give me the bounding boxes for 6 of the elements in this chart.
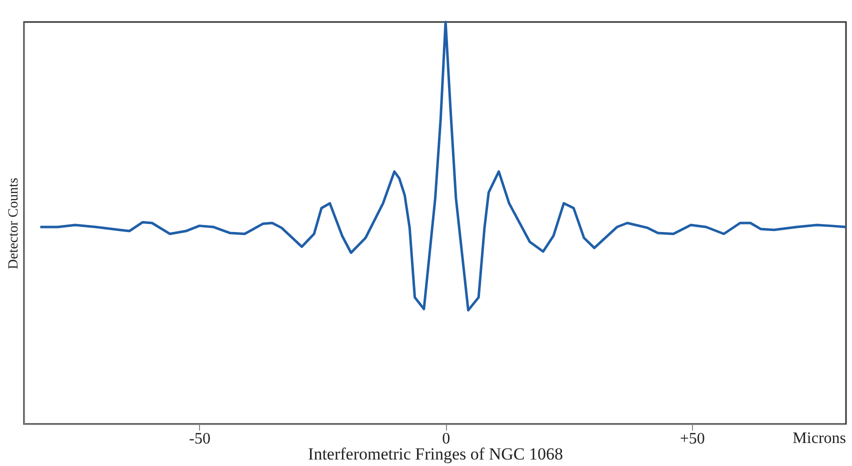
x-tick-label: -50	[189, 430, 210, 448]
y-axis-title: Detector Counts	[6, 178, 22, 270]
text: Microns	[792, 430, 846, 447]
x-tick-label: +50	[680, 430, 705, 448]
x-axis-title: Interferometric Fringes of NGC 1068	[308, 444, 563, 464]
x-tick-label: 0	[442, 430, 450, 448]
